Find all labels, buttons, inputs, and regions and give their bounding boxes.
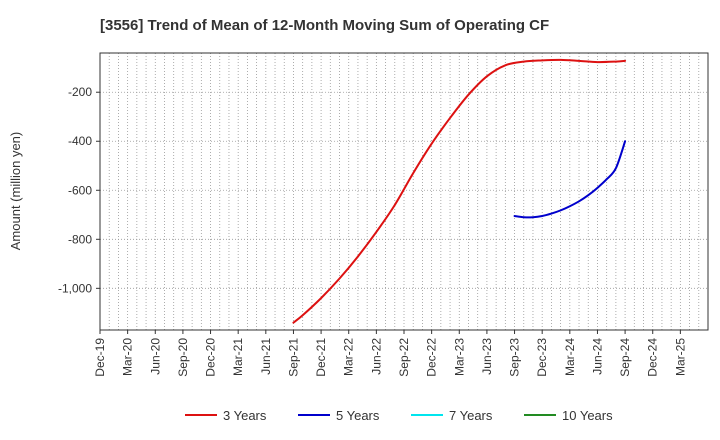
y-axis-label: Amount (million yen) — [8, 132, 23, 251]
x-tick-label: Mar-23 — [452, 338, 466, 376]
y-tick-label: -600 — [68, 183, 92, 197]
x-tick-label: Jun-22 — [369, 338, 383, 375]
legend: 3 Years 5 Years 7 Years 10 Years — [185, 408, 613, 423]
x-axis: Dec-19 Mar-20 Jun-20 Sep-20 Dec-20 Mar-21 Jun-… — [93, 330, 687, 377]
x-tick-label: Mar-25 — [673, 338, 687, 376]
grid — [100, 53, 708, 330]
y-tick-label: -800 — [68, 232, 92, 246]
x-tick-label: Dec-19 — [93, 338, 107, 377]
x-tick-label: Mar-24 — [563, 338, 577, 376]
x-tick-label: Jun-24 — [590, 338, 604, 375]
x-tick-label: Sep-20 — [176, 338, 190, 377]
x-tick-label: Dec-22 — [425, 338, 439, 377]
y-tick-label: -200 — [68, 85, 92, 99]
x-tick-label: Sep-21 — [286, 338, 300, 377]
legend-label: 5 Years — [336, 408, 380, 423]
x-tick-label: Jun-21 — [259, 338, 273, 375]
x-tick-label: Sep-22 — [397, 338, 411, 377]
series-group — [292, 58, 627, 324]
x-tick-label: Dec-24 — [646, 338, 660, 377]
x-tick-label: Mar-22 — [342, 338, 356, 376]
x-tick-label: Dec-20 — [204, 338, 218, 377]
chart-title: [3556] Trend of Mean of 12-Month Moving … — [100, 17, 549, 34]
x-tick-label: Dec-23 — [535, 338, 549, 377]
x-tick-label: Sep-23 — [508, 338, 522, 377]
legend-label: 7 Years — [449, 408, 493, 423]
x-tick-label: Dec-21 — [314, 338, 328, 377]
x-tick-label: Jun-20 — [148, 338, 162, 375]
series-line-5-years — [513, 140, 627, 219]
y-axis: -200 -400 -600 -800 -1,000 — [58, 85, 100, 295]
x-tick-label: Jun-23 — [480, 338, 494, 375]
series-line-3-years — [292, 58, 627, 324]
y-tick-label: -400 — [68, 134, 92, 148]
y-tick-label: -1,000 — [58, 281, 92, 295]
x-tick-label: Mar-21 — [231, 338, 245, 376]
x-tick-label: Mar-20 — [121, 338, 135, 376]
x-tick-label: Sep-24 — [618, 338, 632, 377]
legend-label: 10 Years — [562, 408, 613, 423]
legend-label: 3 Years — [223, 408, 267, 423]
